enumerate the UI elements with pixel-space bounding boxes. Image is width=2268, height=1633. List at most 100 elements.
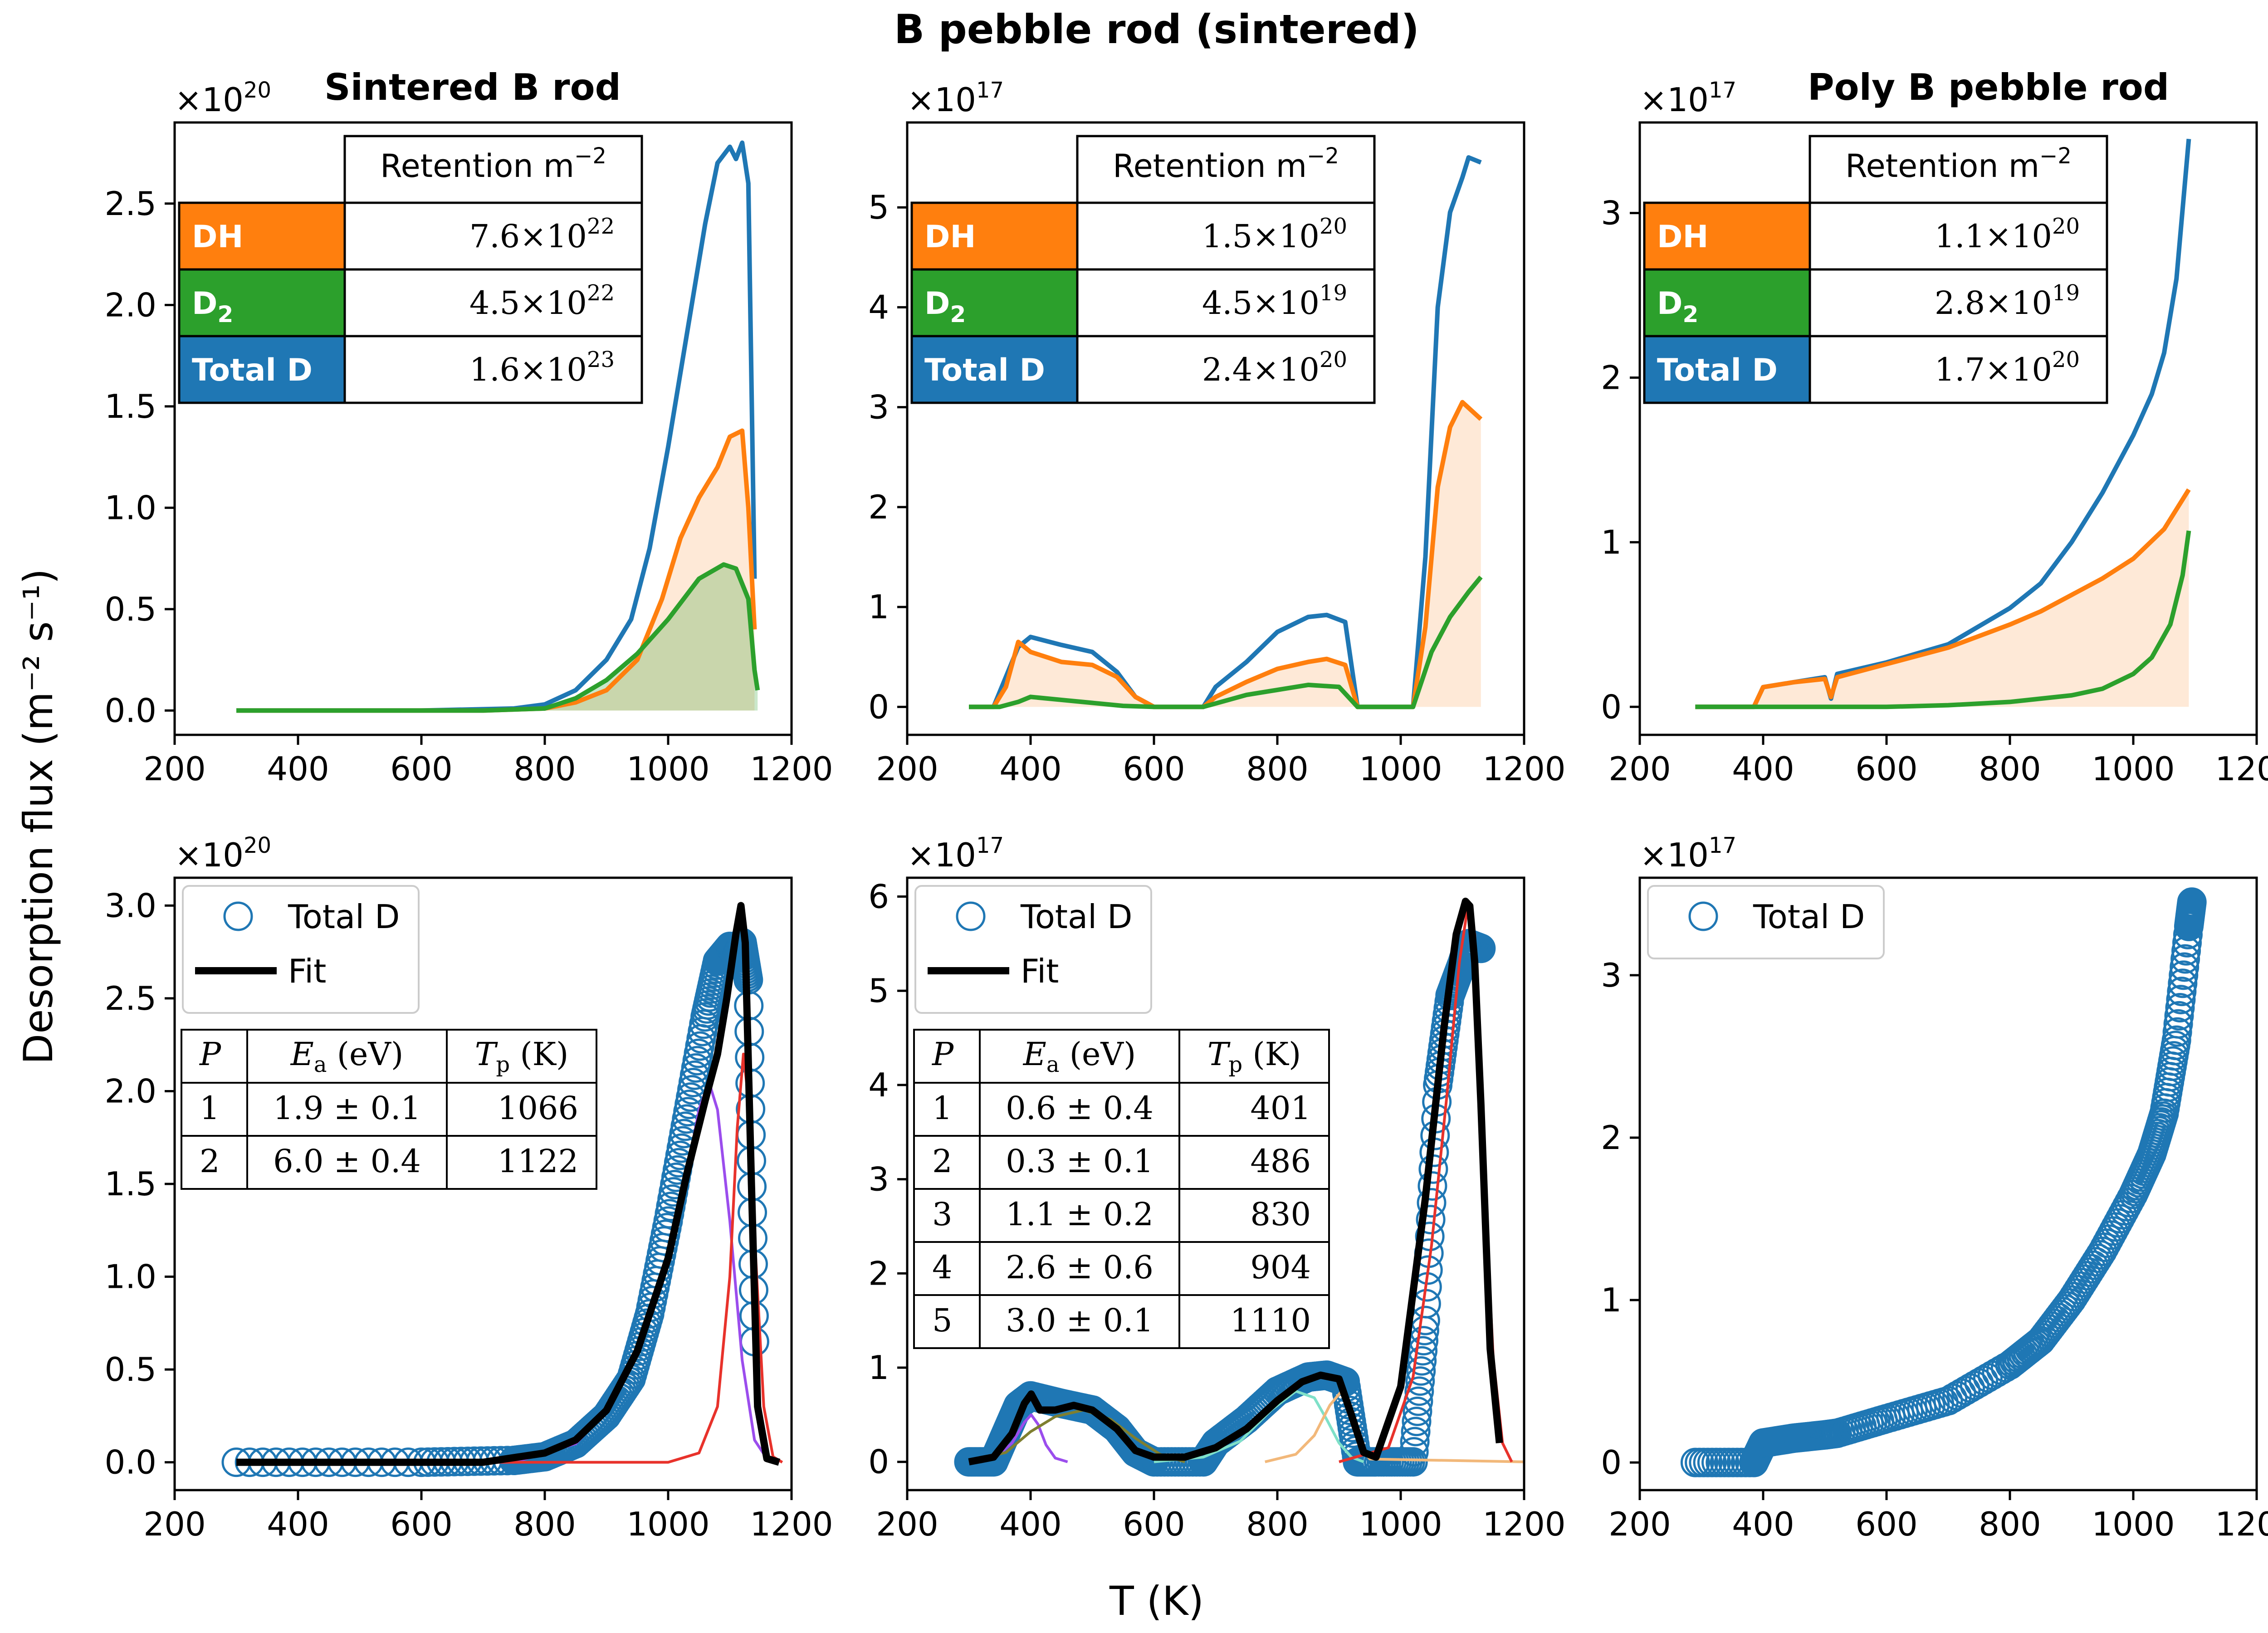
series-fill-2 [236,564,758,711]
series-fill-1 [1695,489,2189,707]
legend-marker-circle [223,901,253,931]
series-line-1 [1695,488,2191,709]
x-tick-label: 200 [143,1505,205,1543]
x-tick-label: 200 [143,750,205,788]
data-point [2177,887,2207,917]
retention-value: 1.5×1020 [1202,214,1347,255]
panel-3: 200 400 600 800 1000 1200 0 1 2 3 ×1017 Poly B pebb… [1601,66,2268,788]
retention-value: 1.1×1020 [1935,214,2080,255]
y-tick-label: 1 [868,1349,889,1387]
series-fill-1 [969,402,1481,707]
data-point [1406,1356,1436,1386]
retention-row-label: Total D [1657,352,1778,388]
x-tick-label: 400 [999,750,1061,788]
data-point [1405,1366,1435,1396]
retention-value-cell [1076,268,1376,337]
y-tick-label: 3 [1601,194,1622,232]
x-tick-label: 1200 [2215,750,2268,788]
peaks-header-tp: Tp (K) [475,1036,569,1077]
peaks-header-tp: Tp (K) [1207,1036,1301,1077]
y-tick-label: 3 [868,1160,889,1198]
plot-area [954,897,1524,1477]
x-tick-label: 600 [1855,1505,1917,1543]
legend-label: Total D [1020,898,1132,936]
y-tick-label: 0.5 [104,1350,156,1389]
y-tick-label: 4 [868,1066,889,1104]
figure-ylabel: Desorption flux (m⁻² s⁻¹) [15,568,62,1064]
peaks-cell-p: 1 [932,1090,953,1127]
retention-row-label: Total D [924,352,1045,388]
retention-label-cell [1643,268,1811,337]
y-tick-label: 0.0 [104,1443,156,1481]
legend: Total D Fit [182,885,420,1014]
peaks-cell-tp: 1066 [498,1090,578,1127]
peaks-cell-p: 4 [932,1249,953,1286]
peaks-cell-p: 2 [932,1143,953,1180]
series-line-0 [968,897,1503,1466]
peaks-cell-p: 2 [200,1143,220,1180]
y-tick-label: 3 [1601,956,1622,994]
panel-4: 200 400 600 800 1000 1200 0.0 0.5 1.0 1.5 2.0 2.5 3.… [104,833,833,1543]
peaks-cell-p: 5 [932,1302,953,1339]
peaks-cell-tp: 486 [1250,1143,1311,1180]
retention-value-cell [1809,268,2108,337]
retention-value: 1.6×1023 [469,347,615,388]
y-multiplier: ×1017 [1640,78,1736,119]
retention-value-cell [1076,201,1376,271]
retention-header-cell [343,135,643,204]
retention-row-label: D2 [924,286,966,328]
y-tick-label: 1.0 [104,489,156,527]
retention-label-cell [178,268,346,337]
series-line-0 [236,902,781,1466]
panel-6: 200 400 600 800 1000 1200 0 1 2 3 ×1017 Total D [1601,833,2268,1543]
series-line-2 [969,575,1483,709]
y-tick-label: 0.0 [104,691,156,729]
x-tick-label: 800 [1979,750,2041,788]
retention-value-cell [1809,335,2108,404]
y-tick-label: 1 [1601,523,1622,561]
retention-row-label: DH [192,219,243,255]
data-point [2163,1009,2193,1039]
peaks-header-ea: Ea (eV) [1022,1036,1136,1077]
retention-row-label: D2 [1657,286,1698,328]
panel-2: 200 400 600 800 1000 1200 0 1 2 3 4 5 ×1017 Retention… [868,78,1565,788]
x-tick-label: 200 [1608,750,1671,788]
y-tick-label: 0 [1601,1443,1622,1481]
panel-title: Sintered B rod [324,66,621,108]
peaks-cell-ea: 2.6 ± 0.6 [1006,1249,1154,1286]
x-tick-label: 400 [1732,1505,1794,1543]
x-tick-label: 400 [267,750,329,788]
data-point [2162,1017,2192,1047]
x-tick-label: 800 [513,750,576,788]
series-fill-1 [236,430,755,711]
retention-value: 2.4×1020 [1202,347,1347,388]
series-line-0 [969,155,1482,709]
data-point [2167,977,2197,1007]
y-multiplier: ×1017 [907,833,1004,874]
peaks-cell-tp: 1110 [1230,1302,1311,1339]
legend-frame [182,885,420,1014]
x-tick-label: 600 [1123,1505,1185,1543]
axes-frame [173,121,793,736]
figure-xlabel: T (K) [1109,1578,1204,1624]
retention-table: Retention m−2 DH 1.1×1020 D2 2.8×1019 Total D… [1643,135,2108,404]
y-multiplier: ×1020 [175,833,271,874]
legend-label: Fit [288,952,326,990]
data-point [1402,1407,1432,1437]
x-tick-label: 600 [1123,750,1185,788]
data-point [1400,1427,1430,1457]
data-point [2165,993,2195,1022]
peaks-cell-ea: 0.3 ± 0.1 [1006,1143,1154,1180]
y-tick-label: 2 [1601,359,1622,397]
retention-value-cell [343,335,643,404]
retention-row-label: DH [1657,219,1708,255]
y-tick-label: 0 [1601,688,1622,726]
data-point [1416,1205,1446,1235]
y-tick-label: 1 [868,588,889,626]
data-point [1398,1447,1428,1477]
x-tick-label: 600 [390,750,452,788]
peaks-cell-tp: 401 [1250,1090,1311,1127]
peaks-table: P Ea (eV) Tp (K) 1 1.9 ± 0.1 1066 2 6.0 ± 0.4 11… [181,1029,597,1190]
retention-value: 7.6×1022 [469,214,615,255]
retention-row-label: DH [924,219,976,255]
